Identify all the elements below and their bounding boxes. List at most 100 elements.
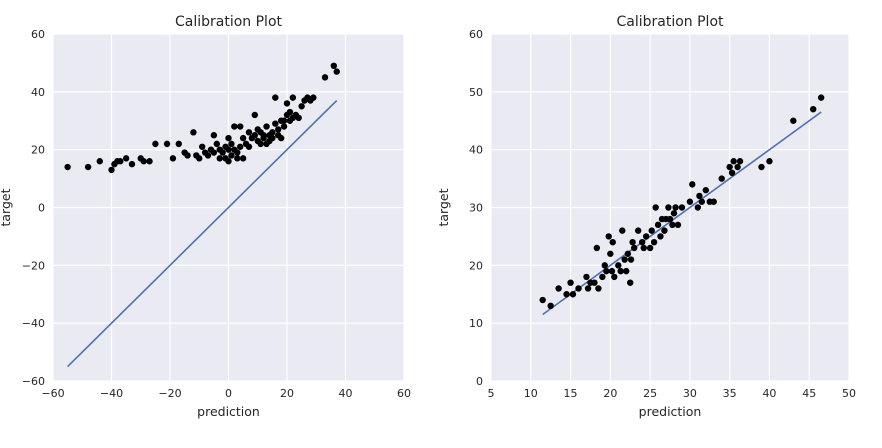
y-tick-label: 20 xyxy=(31,144,45,157)
scatter-point xyxy=(277,134,285,142)
y-tick-label: 10 xyxy=(469,317,483,330)
scatter-point xyxy=(631,244,638,252)
scatter-point xyxy=(234,149,241,156)
calibration-chart-left: −60 −40 −20 0 20 40 60 −60 −40 −20 0 20 40 60 Calibrat… xyxy=(0,14,411,419)
scatter-point xyxy=(611,273,618,281)
y-tick-label: 60 xyxy=(469,28,483,41)
scatter-point xyxy=(64,163,71,171)
scatter-point xyxy=(648,227,655,234)
calibration-line xyxy=(67,99,338,368)
scatter-point xyxy=(810,105,817,113)
scatter-point xyxy=(609,239,616,246)
scatter-point xyxy=(169,155,177,162)
calibration-chart-right: 5 10 15 20 25 30 35 40 45 50 0 10 20 30 40 50 60 Calibrat… xyxy=(436,14,856,419)
scatter-point xyxy=(321,74,329,81)
scatter-point xyxy=(260,134,267,142)
scatter-point xyxy=(330,62,337,70)
y-tick-label: 20 xyxy=(469,259,483,272)
scatter-point xyxy=(599,273,606,281)
scatter-point xyxy=(674,221,682,229)
scatter-point xyxy=(595,285,602,292)
scatter-point xyxy=(624,250,632,257)
scatter-point xyxy=(190,129,197,136)
scatter-point xyxy=(239,134,247,142)
scatter-point xyxy=(295,114,302,122)
scatter-point xyxy=(204,152,212,159)
scatter-point xyxy=(686,198,694,205)
scatter-point xyxy=(280,117,288,124)
y-tick-label: 60 xyxy=(31,28,45,41)
scatter-point xyxy=(257,140,264,148)
scatter-point xyxy=(728,169,736,176)
scatter-point xyxy=(228,140,235,148)
x-tick-label: 40 xyxy=(339,387,353,400)
y-tick-label: 40 xyxy=(469,144,483,157)
scatter-point xyxy=(237,143,244,150)
scatter-point xyxy=(146,158,153,165)
scatter-point xyxy=(689,181,696,188)
scatter-point xyxy=(239,155,247,162)
scatter-point xyxy=(108,166,115,174)
scatter-point xyxy=(555,285,562,292)
scatter-point xyxy=(734,163,741,171)
scatter-point xyxy=(225,134,232,142)
scatter-point xyxy=(289,94,297,101)
scatter-point xyxy=(272,94,279,101)
scatter-point xyxy=(140,158,147,165)
scatter-point xyxy=(96,158,104,165)
scatter-point xyxy=(237,123,244,130)
x-tick-label: 5 xyxy=(488,387,495,400)
scatter-point xyxy=(569,291,577,298)
scatter-point xyxy=(617,267,624,275)
scatter-point xyxy=(736,158,744,165)
scatter-point xyxy=(163,140,171,148)
scatter-point xyxy=(231,123,238,130)
x-tick-label: −20 xyxy=(158,387,181,400)
y-axis-label: target xyxy=(0,188,13,226)
scatter-point xyxy=(567,279,574,286)
scatter-point xyxy=(710,198,717,205)
scatter-point xyxy=(672,204,679,211)
scatter-point xyxy=(198,143,206,150)
x-tick-label: 20 xyxy=(603,387,617,400)
x-tick-label: −40 xyxy=(100,387,123,400)
scatter-point xyxy=(245,129,253,136)
scatter-point xyxy=(228,152,235,159)
scatter-point xyxy=(696,192,703,200)
scatter-point xyxy=(184,152,191,159)
x-tick-label: −60 xyxy=(41,387,64,400)
scatter-point xyxy=(661,227,668,234)
scatter-point xyxy=(117,158,124,165)
scatter-point xyxy=(730,158,737,165)
scatter-point xyxy=(665,204,672,211)
scatter-point xyxy=(621,256,628,263)
x-tick-label: 35 xyxy=(723,387,737,400)
scatter-point xyxy=(601,262,608,269)
y-tick-label: 0 xyxy=(476,375,483,388)
scatter-point xyxy=(234,155,241,162)
x-axis-label: prediction xyxy=(639,404,702,419)
scatter-point xyxy=(593,244,601,252)
x-tick-label: 60 xyxy=(397,387,411,400)
scatter-point xyxy=(657,233,664,240)
x-tick-label: 0 xyxy=(225,387,232,400)
scatter-point xyxy=(702,186,709,194)
scatter-point xyxy=(666,215,674,223)
scatter-point xyxy=(627,279,634,286)
chart-title: Calibration Plot xyxy=(616,14,724,30)
scatter-point xyxy=(175,140,182,148)
scatter-point xyxy=(283,100,291,107)
scatter-point xyxy=(638,239,646,246)
scatter-point xyxy=(128,160,136,168)
scatter-point xyxy=(619,227,626,234)
x-tick-label: 15 xyxy=(564,387,578,400)
scatter-point xyxy=(790,117,797,124)
scatter-point xyxy=(219,149,226,156)
scatter-point xyxy=(615,262,622,269)
scatter-point xyxy=(607,250,614,257)
scatter-point xyxy=(634,227,642,234)
scatter-point xyxy=(678,204,686,211)
scatter-point xyxy=(213,140,220,148)
scatter-point xyxy=(629,239,636,246)
